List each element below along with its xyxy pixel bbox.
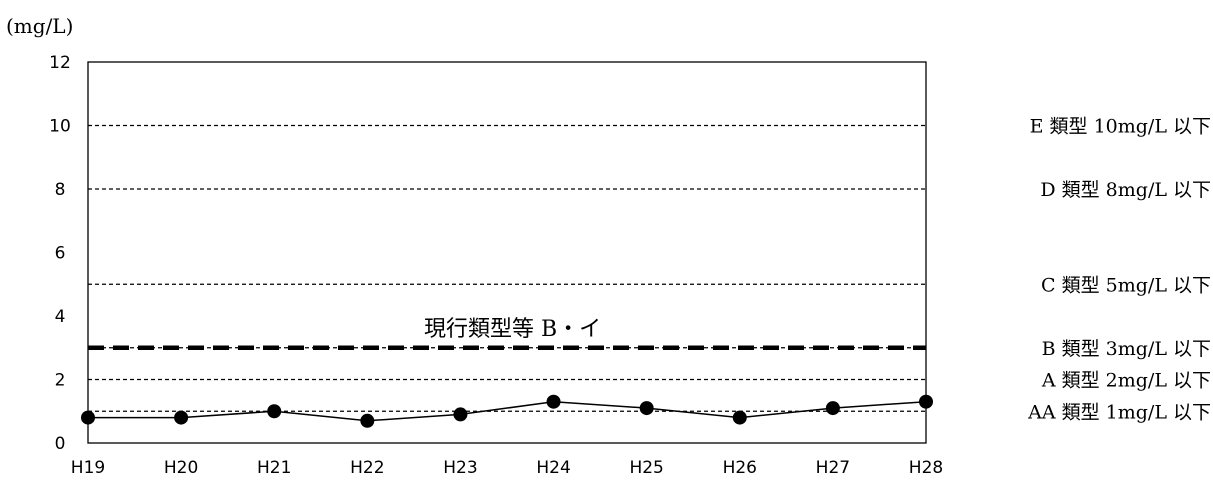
standard-label: A 類型 2mg/L 以下	[1041, 370, 1211, 392]
standard-label: D 類型 8mg/L 以下	[1040, 179, 1211, 201]
x-tick-label: H22	[350, 458, 384, 478]
standard-lines-group	[88, 124, 926, 412]
series-group	[81, 394, 933, 428]
data-point	[546, 394, 561, 409]
data-point	[174, 410, 189, 425]
plot-area-frame	[87, 61, 927, 444]
x-tick-label: H26	[723, 458, 757, 478]
y-tick-label: 4	[55, 307, 66, 327]
standard-labels-group: E 類型 10mg/L 以下 D 類型 8mg/L 以下 C 類型 5mg/L 以下…	[1027, 116, 1211, 424]
standard-label: B 類型 3mg/L 以下	[1042, 338, 1211, 360]
current-class-group: 現行類型等 B・イ	[88, 317, 926, 350]
x-tick-label: H19	[71, 458, 105, 478]
x-tick-label: H20	[164, 458, 198, 478]
y-tick-label: 10	[49, 117, 71, 137]
y-tick-label: 8	[55, 180, 66, 200]
data-point	[919, 394, 933, 409]
data-point	[360, 413, 375, 428]
y-axis-ticks: 0 2 4 6 8 10 12	[49, 53, 71, 454]
x-tick-label: H28	[909, 458, 943, 478]
data-point	[453, 407, 468, 422]
series-line	[88, 400, 927, 422]
current-class-label: 現行類型等 B・イ	[424, 317, 601, 342]
x-tick-label: H24	[536, 458, 570, 478]
data-point	[267, 404, 282, 419]
data-point	[81, 410, 95, 425]
data-point	[825, 401, 840, 416]
y-tick-label: 6	[55, 244, 66, 264]
x-tick-label: H27	[816, 458, 850, 478]
standard-label: C 類型 5mg/L 以下	[1041, 274, 1211, 296]
x-tick-label: H25	[629, 458, 663, 478]
y-unit-label: (mg/L)	[6, 14, 73, 38]
x-axis-ticks: H19 H20 H21 H22 H23 H24 H25 H26 H27 H28	[71, 458, 943, 478]
y-tick-label: 12	[49, 53, 71, 73]
y-tick-label: 0	[55, 434, 66, 454]
y-tick-label: 2	[55, 371, 66, 391]
data-point	[732, 410, 747, 425]
standard-label: AA 類型 1mg/L 以下	[1027, 401, 1211, 423]
x-tick-label: H23	[443, 458, 477, 478]
x-tick-label: H21	[257, 458, 291, 478]
standard-label: E 類型 10mg/L 以下	[1030, 116, 1211, 138]
data-point	[639, 401, 654, 416]
